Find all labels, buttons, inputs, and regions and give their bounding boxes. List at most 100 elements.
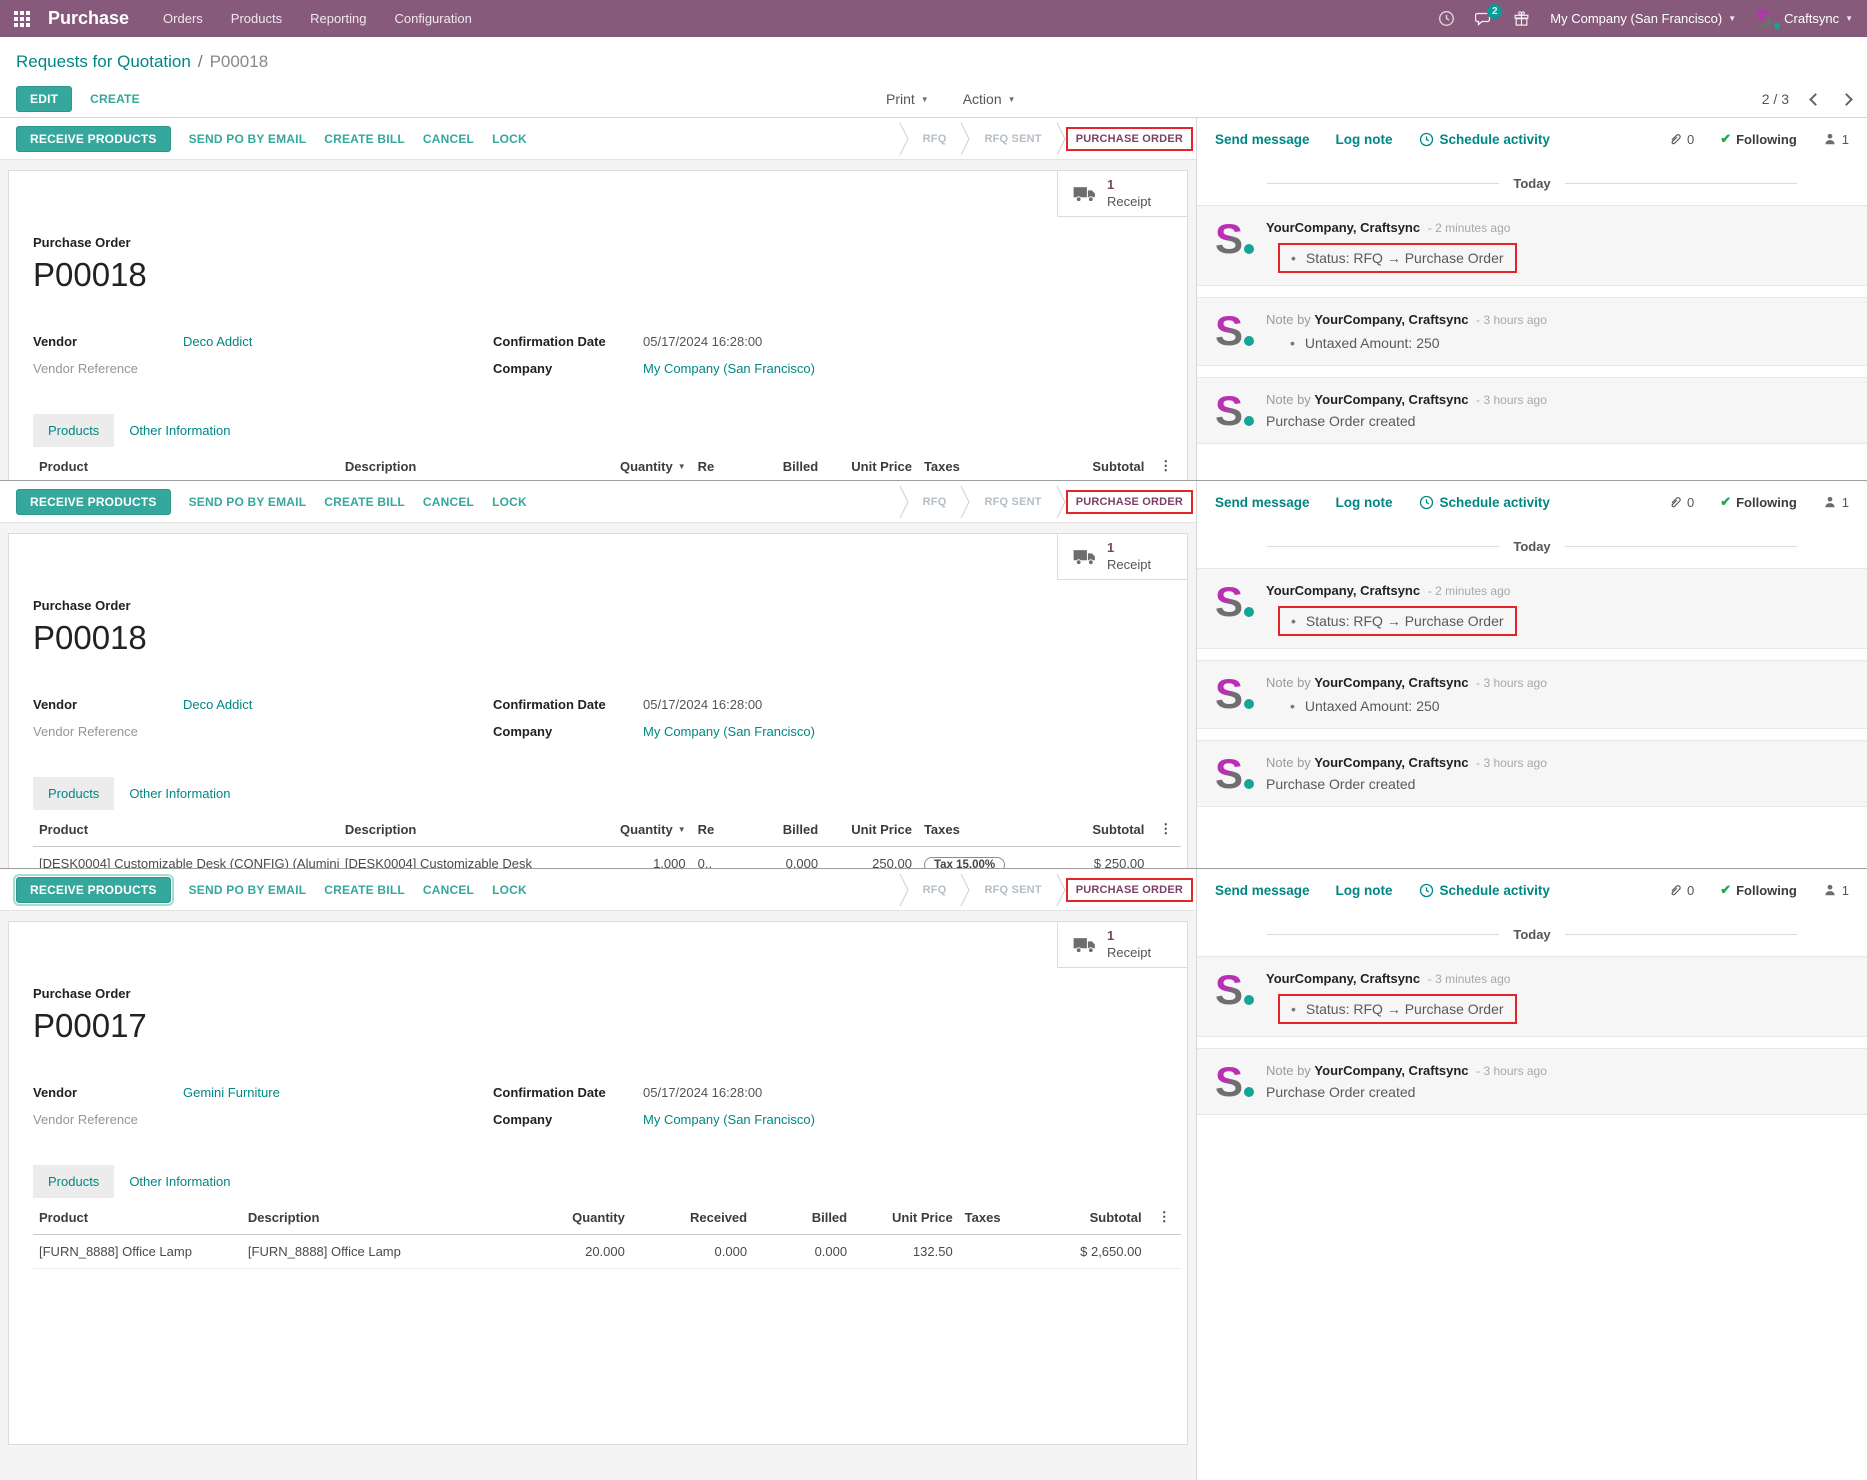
cancel-button[interactable]: CANCEL	[422, 494, 475, 509]
company-value-link[interactable]: My Company (San Francisco)	[643, 361, 815, 376]
column-header-description[interactable]: Description	[241, 1200, 509, 1235]
column-header-description[interactable]: Description	[338, 812, 582, 847]
print-menu[interactable]: Print ▼	[885, 91, 929, 107]
column-header-subtotal[interactable]: Subtotal	[1040, 812, 1151, 847]
column-header-description[interactable]: Description	[338, 449, 582, 480]
column-header--[interactable]: ⋮	[1150, 812, 1181, 847]
column-header--[interactable]: ⋮	[1150, 449, 1181, 480]
column-header-subtotal[interactable]: Subtotal	[1027, 1200, 1148, 1235]
column-header-received[interactable]: Received	[630, 1200, 754, 1235]
column-header-unit-price[interactable]: Unit Price	[824, 812, 918, 847]
pager-next-icon[interactable]	[1840, 92, 1853, 106]
following-button[interactable]: ✔ Following	[1720, 494, 1797, 510]
send-message-button[interactable]: Send message	[1215, 494, 1310, 510]
messages-icon[interactable]: 2	[1475, 3, 1503, 27]
send-po-by-email-button[interactable]: SEND PO BY EMAIL	[188, 131, 307, 146]
column-header--[interactable]: ⋮	[1147, 1200, 1181, 1235]
column-header-quantity[interactable]: Quantity ▼	[581, 812, 692, 847]
vendor-value-link[interactable]: Deco Addict	[183, 697, 253, 712]
tab-other-information[interactable]: Other Information	[129, 423, 231, 438]
column-header-product[interactable]: Product	[33, 1200, 242, 1235]
company-switcher[interactable]: My Company (San Francisco) ▼	[1550, 11, 1736, 26]
log-note-button[interactable]: Log note	[1335, 882, 1393, 898]
cancel-button[interactable]: CANCEL	[422, 131, 475, 146]
log-note-button[interactable]: Log note	[1335, 131, 1393, 147]
status-step-rfq[interactable]: RFQ	[922, 883, 947, 896]
tab-other-information[interactable]: Other Information	[129, 1174, 231, 1189]
schedule-activity-button[interactable]: Schedule activity	[1419, 495, 1550, 510]
create-button[interactable]: CREATE	[90, 92, 140, 106]
status-step-purchase-order[interactable]: PURCHASE ORDER	[1065, 126, 1193, 151]
receipt-stat-button[interactable]: 1 Receipt	[1057, 534, 1187, 580]
apps-grid-icon[interactable]	[14, 10, 30, 27]
cancel-button[interactable]: CANCEL	[422, 882, 475, 897]
receive-products-button[interactable]: RECEIVE PRODUCTS	[16, 125, 171, 152]
status-step-rfq[interactable]: RFQ	[922, 132, 947, 145]
tab-other-information[interactable]: Other Information	[129, 786, 231, 801]
send-po-by-email-button[interactable]: SEND PO BY EMAIL	[188, 494, 307, 509]
schedule-activity-button[interactable]: Schedule activity	[1419, 132, 1550, 147]
column-header-re[interactable]: Re	[691, 812, 735, 847]
column-header-taxes[interactable]: Taxes	[917, 812, 1041, 847]
column-header-unit-price[interactable]: Unit Price	[853, 1200, 959, 1235]
activities-clock-icon[interactable]	[1438, 10, 1455, 27]
nav-menu-products[interactable]: Products	[230, 11, 283, 26]
table-row[interactable]: [FURN_8888] Office Lamp [FURN_8888] Offic…	[33, 1234, 1181, 1269]
user-menu[interactable]: S Craftsync ▼	[1756, 7, 1853, 31]
lock-button[interactable]: LOCK	[492, 494, 527, 509]
column-header-re[interactable]: Re	[691, 449, 735, 480]
log-note-button[interactable]: Log note	[1335, 494, 1393, 510]
followers-button[interactable]: 1	[1823, 883, 1849, 898]
column-header-billed[interactable]: Billed	[734, 449, 825, 480]
company-value-link[interactable]: My Company (San Francisco)	[643, 1112, 815, 1127]
receive-products-button[interactable]: RECEIVE PRODUCTS	[16, 488, 171, 515]
column-header-subtotal[interactable]: Subtotal	[1040, 449, 1151, 480]
status-step-rfq-sent[interactable]: RFQ SENT	[984, 495, 1042, 508]
create-bill-button[interactable]: CREATE BILL	[324, 882, 405, 897]
gift-icon[interactable]	[1513, 10, 1530, 27]
send-po-by-email-button[interactable]: SEND PO BY EMAIL	[188, 882, 307, 897]
tab-products[interactable]: Products	[33, 777, 115, 810]
column-header-quantity[interactable]: Quantity	[508, 1200, 631, 1235]
pager-previous-icon[interactable]	[1809, 92, 1822, 106]
send-message-button[interactable]: Send message	[1215, 131, 1310, 147]
edit-button[interactable]: EDIT	[16, 86, 73, 112]
column-header-billed[interactable]: Billed	[753, 1200, 854, 1235]
tab-products[interactable]: Products	[33, 414, 115, 447]
vendor-value-link[interactable]: Gemini Furniture	[183, 1085, 280, 1100]
attachments-button[interactable]: 0	[1668, 132, 1694, 147]
column-header-taxes[interactable]: Taxes	[958, 1200, 1028, 1235]
followers-button[interactable]: 1	[1823, 495, 1849, 510]
column-header-product[interactable]: Product	[33, 812, 339, 847]
column-header-quantity[interactable]: Quantity ▼	[581, 449, 692, 480]
column-header-billed[interactable]: Billed	[734, 812, 825, 847]
tab-products[interactable]: Products	[33, 1165, 115, 1198]
receive-products-button[interactable]: RECEIVE PRODUCTS	[13, 873, 174, 906]
create-bill-button[interactable]: CREATE BILL	[324, 494, 405, 509]
action-menu[interactable]: Action ▼	[962, 91, 1016, 107]
app-name[interactable]: Purchase	[48, 8, 130, 28]
status-step-rfq-sent[interactable]: RFQ SENT	[984, 883, 1042, 896]
lock-button[interactable]: LOCK	[492, 131, 527, 146]
attachments-button[interactable]: 0	[1668, 495, 1694, 510]
table-row[interactable]: [DESK0004] Customizable Desk (CONFIG) (A…	[33, 846, 1181, 868]
column-header-product[interactable]: Product	[33, 449, 339, 480]
vendor-value-link[interactable]: Deco Addict	[183, 334, 253, 349]
receipt-stat-button[interactable]: 1 Receipt	[1057, 922, 1187, 968]
column-header-taxes[interactable]: Taxes	[917, 449, 1041, 480]
status-step-purchase-order[interactable]: PURCHASE ORDER	[1065, 877, 1193, 902]
column-header-unit-price[interactable]: Unit Price	[824, 449, 918, 480]
schedule-activity-button[interactable]: Schedule activity	[1419, 883, 1550, 898]
lock-button[interactable]: LOCK	[492, 882, 527, 897]
send-message-button[interactable]: Send message	[1215, 882, 1310, 898]
status-step-rfq[interactable]: RFQ	[922, 495, 947, 508]
attachments-button[interactable]: 0	[1668, 883, 1694, 898]
create-bill-button[interactable]: CREATE BILL	[324, 131, 405, 146]
nav-menu-orders[interactable]: Orders	[163, 11, 203, 26]
status-step-rfq-sent[interactable]: RFQ SENT	[984, 132, 1042, 145]
followers-button[interactable]: 1	[1823, 132, 1849, 147]
following-button[interactable]: ✔ Following	[1720, 131, 1797, 147]
status-step-purchase-order[interactable]: PURCHASE ORDER	[1065, 489, 1193, 514]
following-button[interactable]: ✔ Following	[1720, 882, 1797, 898]
receipt-stat-button[interactable]: 1 Receipt	[1057, 171, 1187, 217]
